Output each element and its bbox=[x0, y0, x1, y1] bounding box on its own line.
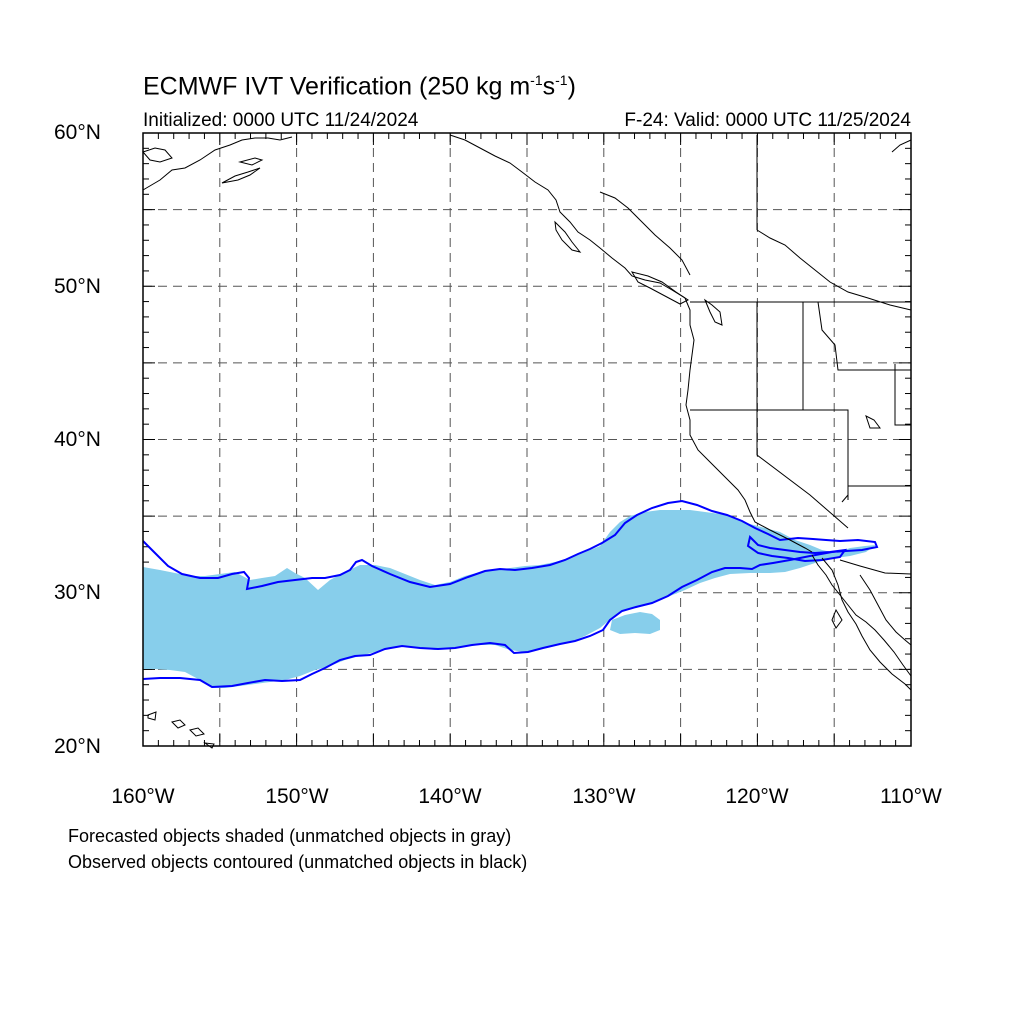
lat-label-20n: 20°N bbox=[54, 735, 101, 758]
lat-label-40n: 40°N bbox=[54, 428, 101, 451]
coastlines bbox=[142, 134, 912, 749]
forecast-ivt-fragment bbox=[610, 612, 660, 634]
state-borders bbox=[690, 135, 912, 575]
initialized-time: Initialized: 0000 UTC 11/24/2024 bbox=[143, 110, 419, 131]
forecast-ivt-object bbox=[143, 510, 876, 688]
chart-title: ECMWF IVT Verification (250 kg m-1s-1) bbox=[143, 72, 576, 101]
observed-ivt-inner-contour bbox=[746, 535, 848, 563]
lat-label-60n: 60°N bbox=[54, 121, 101, 144]
legend-observed-note: Observed objects contoured (unmatched ob… bbox=[68, 852, 528, 872]
lat-label-30n: 30°N bbox=[54, 581, 101, 604]
lon-label-150w: 150°W bbox=[265, 785, 329, 808]
lon-label-130w: 130°W bbox=[572, 785, 636, 808]
lat-label-50n: 50°N bbox=[54, 275, 101, 298]
lon-label-140w: 140°W bbox=[418, 785, 482, 808]
observed-ivt-contour bbox=[142, 499, 879, 689]
lon-label-160w: 160°W bbox=[111, 785, 175, 808]
lon-label-110w: 110°W bbox=[880, 785, 942, 808]
lon-label-120w: 120°W bbox=[725, 785, 789, 808]
legend-forecast-note: Forecasted objects shaded (unmatched obj… bbox=[68, 826, 512, 846]
map-frame bbox=[142, 132, 912, 747]
valid-time: F-24: Valid: 0000 UTC 11/25/2024 bbox=[624, 110, 911, 131]
